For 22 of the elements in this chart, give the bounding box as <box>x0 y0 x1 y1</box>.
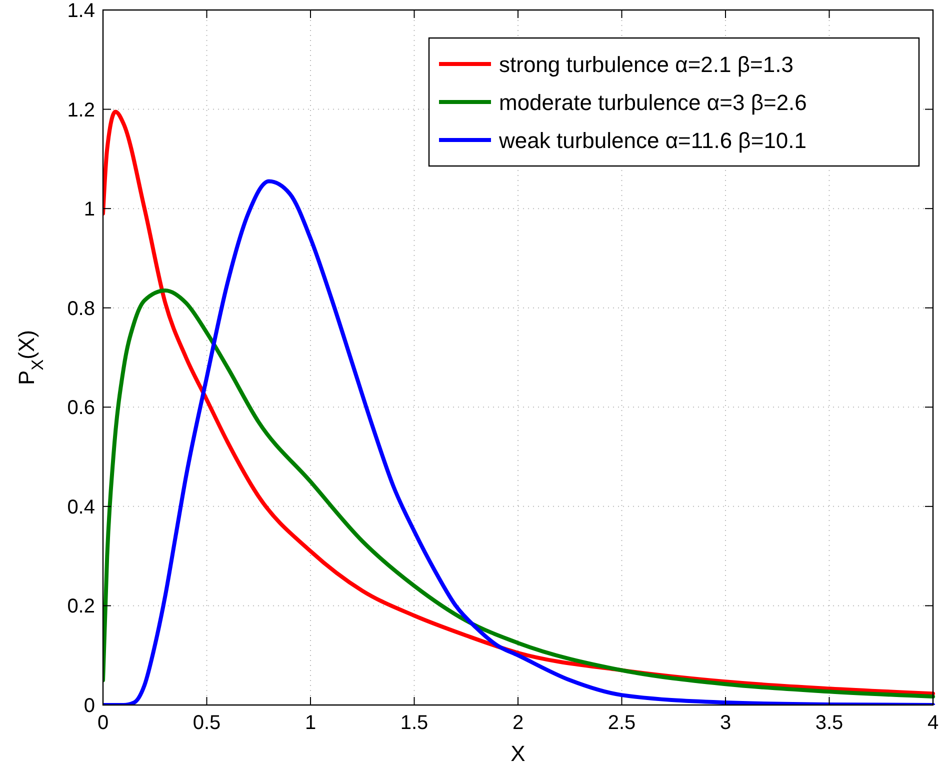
y-tick-label: 0 <box>84 695 95 717</box>
x-tick-label: 4 <box>927 712 939 734</box>
y-tick-label: 0.2 <box>67 596 95 618</box>
y-tick-label: 0.6 <box>67 397 95 420</box>
y-tick-label: 0.8 <box>67 298 95 320</box>
x-tick-label: 0 <box>97 712 109 734</box>
x-tick-label: 1.5 <box>400 712 428 734</box>
line-series <box>103 288 935 699</box>
x-tick-label: 2.5 <box>608 712 636 734</box>
legend-label: weak turbulence α=11.6 β=10.1 <box>498 128 807 153</box>
legend-label: moderate turbulence α=3 β=2.6 <box>499 90 807 115</box>
x-tick-label: 3.5 <box>815 712 844 734</box>
legend-label: strong turbulence α=2.1 β=1.3 <box>499 52 794 77</box>
x-tick-label: 2 <box>512 712 524 734</box>
x-axis-title: X <box>510 741 526 766</box>
y-tick-label: 1.2 <box>67 99 95 122</box>
x-tick-label: 0.5 <box>192 712 221 734</box>
x-tick-label: 3 <box>720 712 732 734</box>
y-tick-label: 1 <box>84 198 95 221</box>
y-tick-label: 1.4 <box>67 0 95 22</box>
x-tick-label: 1 <box>304 712 316 734</box>
y-tick-label: 0.4 <box>67 496 95 518</box>
